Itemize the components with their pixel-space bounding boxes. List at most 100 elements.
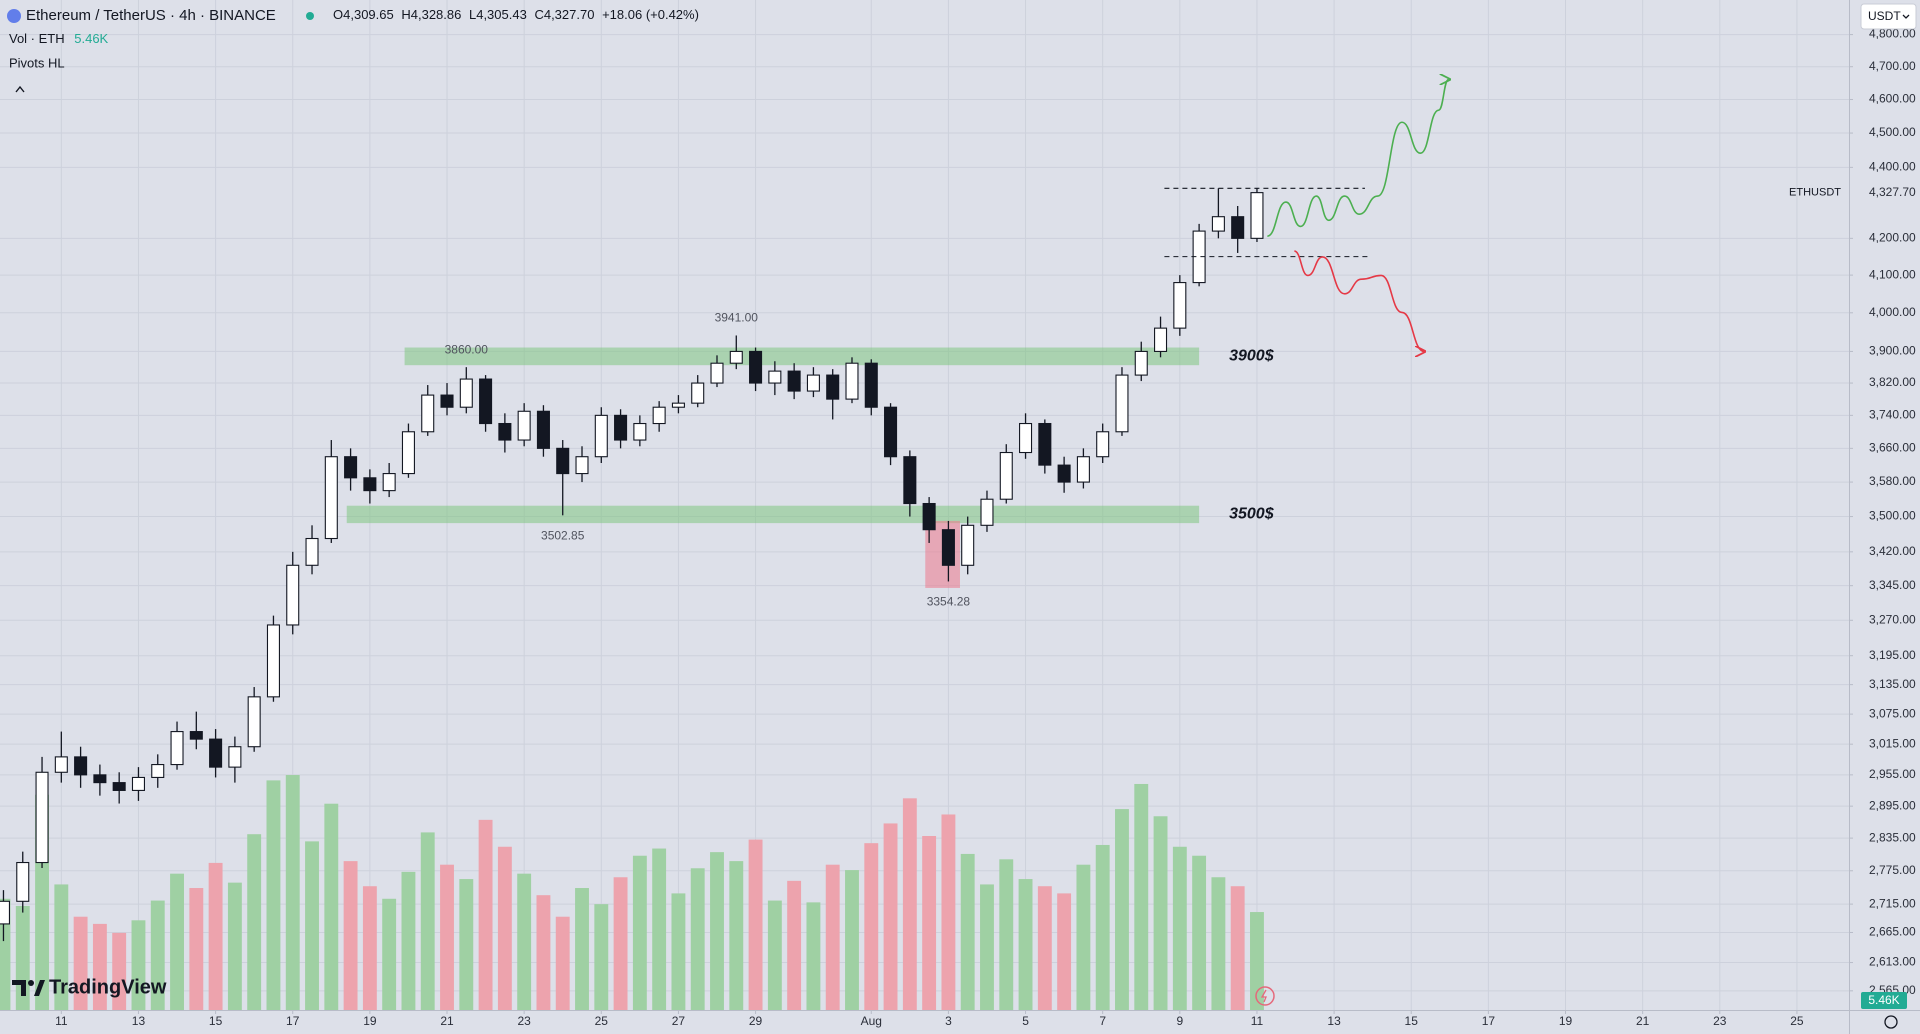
candle-body	[768, 370, 782, 384]
candle-body	[0, 900, 10, 925]
volume-bar	[1250, 912, 1264, 1010]
candle-body	[652, 406, 666, 425]
candle-body	[209, 738, 223, 768]
candle-body	[1134, 350, 1148, 376]
candle-body	[1154, 327, 1168, 352]
brand-logo: TradingView	[12, 976, 167, 998]
y-tick-label: 3,420.00	[1869, 544, 1916, 558]
settings-icon[interactable]	[1884, 1015, 1898, 1029]
y-tick-label: 4,000.00	[1869, 305, 1916, 319]
volume-bar	[1172, 846, 1187, 1010]
x-tick-label: 21	[1636, 1014, 1650, 1028]
volume-bar	[401, 871, 416, 1010]
y-tick-label: 4,700.00	[1869, 59, 1916, 73]
ohlc-value: 4,309.65	[343, 7, 394, 22]
candle-body	[1076, 456, 1090, 483]
x-tick-label: 17	[286, 1014, 300, 1028]
candle-body	[1038, 422, 1052, 466]
x-tick-label: 13	[1327, 1014, 1341, 1028]
y-tick-label: 3,900.00	[1869, 344, 1916, 358]
candle-body	[941, 529, 955, 566]
pivot-label: 3941.00	[715, 311, 759, 325]
volume-bar	[247, 834, 262, 1010]
axes: 4,800.00 4,700.00 4,600.00 4,500.00 4,400.00…	[55, 27, 1920, 1028]
ohlc-value: 4,305.43	[476, 7, 527, 22]
collapse-toggle[interactable]	[15, 85, 25, 93]
candle-body	[16, 861, 30, 902]
y-tick-label: 3,820.00	[1869, 375, 1916, 389]
y-tick-label: 4,500.00	[1869, 125, 1916, 139]
candle-body	[884, 406, 898, 458]
volume-bar	[845, 870, 859, 1010]
volume-bar	[1134, 783, 1149, 1010]
last-price-box	[1850, 183, 1920, 202]
candle-body	[536, 410, 550, 449]
volume-bar	[1037, 886, 1052, 1010]
x-tick-label: 25	[595, 1014, 609, 1028]
candle-body	[614, 414, 628, 441]
y-tick-label: 3,500.00	[1869, 509, 1916, 523]
candle-body	[671, 402, 685, 408]
logo-mark	[12, 980, 26, 996]
y-tick-label: 3,580.00	[1869, 474, 1916, 488]
volume-bar	[189, 888, 204, 1010]
candle-body	[189, 731, 203, 740]
candle-body	[633, 422, 647, 441]
candle-body	[479, 378, 493, 425]
candle-body	[710, 362, 724, 384]
y-tick-label: 2,613.00	[1869, 955, 1916, 969]
candle-body	[54, 756, 68, 773]
volume-bar	[1192, 855, 1207, 1010]
volume-bar	[0, 898, 11, 1010]
volume-bar	[729, 861, 744, 1010]
zone-label: 3900$	[1229, 348, 1275, 365]
volume-bar	[382, 898, 397, 1010]
x-tick-label: 7	[1099, 1014, 1106, 1028]
ohlc-key: C	[534, 7, 543, 22]
volume-bar	[1018, 879, 1033, 1010]
volume-bar	[941, 814, 956, 1010]
logo-mark	[34, 980, 45, 996]
zone-label: 3500$	[1229, 506, 1275, 523]
candle-body	[961, 524, 975, 566]
volume-bar	[594, 904, 609, 1010]
volume-bar	[131, 920, 146, 1010]
ohlc-value: 4,328.86	[411, 7, 462, 22]
y-tick-label: 4,400.00	[1869, 160, 1916, 174]
y-tick-label: 3,345.00	[1869, 578, 1916, 592]
candle-body	[286, 564, 300, 626]
volume-bar	[710, 852, 724, 1010]
x-tick-label: 21	[440, 1014, 454, 1028]
volume-bar	[440, 864, 454, 1010]
x-tick-label: 11	[55, 1014, 68, 1028]
indicator-name[interactable]: Pivots HL	[9, 55, 65, 70]
y-tick-label: 2,835.00	[1869, 830, 1916, 844]
volume-bar	[806, 902, 821, 1010]
volume-bar	[671, 893, 686, 1010]
candle-body	[575, 456, 589, 475]
volume-bar	[112, 932, 127, 1010]
x-tick-label: 5	[1022, 1014, 1029, 1028]
candle-body	[459, 378, 473, 408]
x-tick-label: 25	[1790, 1014, 1804, 1028]
volume-bar	[632, 855, 647, 1010]
currency-dropdown[interactable]	[1860, 3, 1917, 30]
x-tick-label: 19	[363, 1014, 377, 1028]
volume-name: Vol · ETH	[9, 31, 65, 46]
y-tick-label: 3,740.00	[1869, 408, 1916, 422]
candle-body	[1231, 216, 1245, 239]
y-tick-label: 3,015.00	[1869, 736, 1916, 750]
x-tick-label: 17	[1482, 1014, 1496, 1028]
volume-bar	[922, 835, 937, 1010]
volume-bar	[613, 877, 628, 1010]
candle-body	[401, 431, 415, 475]
last-price-label: 4,327.70	[1869, 185, 1916, 199]
volume-bar	[536, 895, 551, 1010]
realtime-icon[interactable]	[1255, 986, 1275, 1006]
x-tick-label: 15	[209, 1014, 223, 1028]
y-tick-label: 2,895.00	[1869, 798, 1916, 812]
candle-body	[1250, 192, 1264, 239]
y-tick-label: 3,135.00	[1869, 677, 1916, 691]
ohlc-value: 4,327.70	[544, 7, 595, 22]
candle-body	[903, 456, 917, 505]
